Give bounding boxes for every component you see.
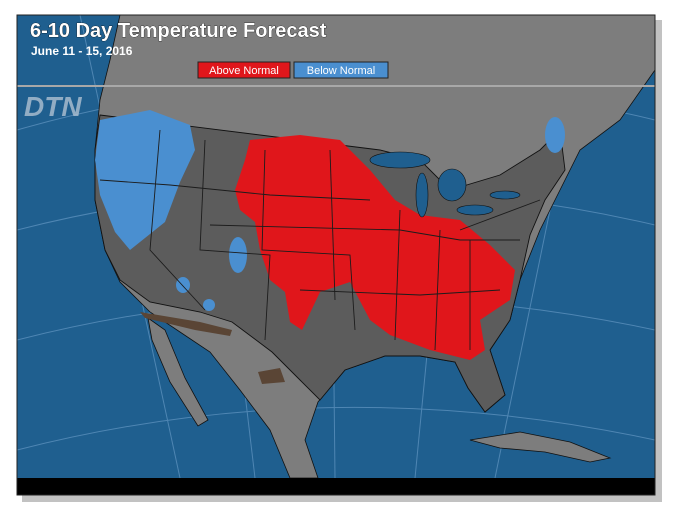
great-lakes [369,151,521,218]
map [17,15,655,478]
border-strip [258,368,285,384]
legend-swatch [197,61,291,79]
below-normal-region [203,299,215,311]
border-strip [140,312,232,336]
below-normal-region [229,237,247,273]
legend: Above Normal Below Normal [197,61,389,79]
subtitle: June 11 - 15, 2016 [31,44,133,58]
logo: DTN [24,91,82,122]
baja [147,317,209,427]
title: 6-10 Day Temperature Forecast [30,20,327,42]
legend-label: Below Normal [307,65,375,77]
legend-label: Above Normal [209,65,279,77]
below-normal-region [95,110,195,250]
above-normal-region [235,135,515,360]
legend-swatch [293,61,389,79]
below-normal-region [545,117,565,153]
below-normal-region [176,277,190,293]
frame [16,14,656,496]
bottom-bar [17,478,655,495]
cuba [469,431,612,463]
state-borders [99,129,541,351]
